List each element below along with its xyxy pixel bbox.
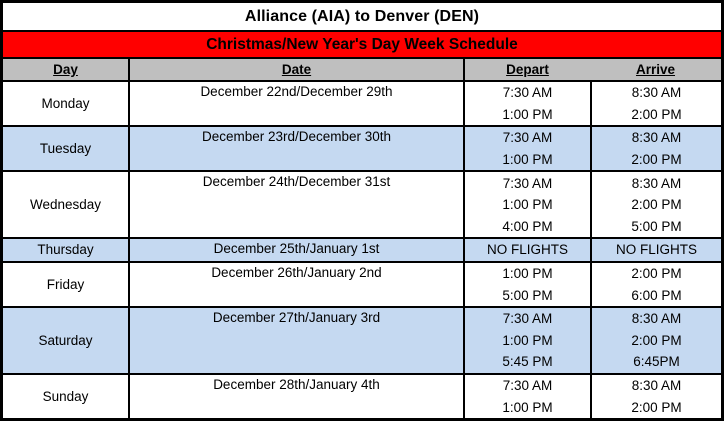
- arrive-time: 2:00 PM: [631, 266, 682, 282]
- day-cell: Thursday: [37, 242, 94, 258]
- depart-times-col: 7:30 AM 1:00 PM: [463, 374, 590, 418]
- day-cell: Monday: [41, 96, 90, 112]
- arrive-times-col: 8:30 AM 2:00 PM 5:00 PM: [590, 172, 721, 238]
- depart-time: 1:00 PM: [502, 332, 553, 348]
- depart-time: 5:45 PM: [502, 354, 553, 370]
- arrive-times-col: 8:30 AM 2:00 PM: [590, 82, 721, 126]
- depart-time: 7:30 AM: [502, 85, 553, 101]
- depart-time: 7:30 AM: [502, 130, 553, 146]
- arrive-time: 5:00 PM: [631, 218, 682, 234]
- day-group-row-friday: Friday December 26th/January 2nd 1:00 PM 5:…: [3, 262, 721, 308]
- day-group-row-tuesday: Tuesday December 23rd/December 30th 7:30 A…: [3, 127, 721, 173]
- depart-time: 1:00 PM: [502, 399, 553, 415]
- route-title: Alliance (AIA) to Denver (DEN): [3, 3, 721, 32]
- schedule-week-banner: Christmas/New Year's Day Week Schedule: [3, 32, 721, 59]
- day-group-row-wednesday: Wednesday December 24th/December 31st 7:30…: [3, 172, 721, 240]
- date-cell: December 25th/January 1st: [128, 239, 463, 261]
- depart-time: 1:00 PM: [502, 197, 553, 213]
- date-cell: December 23rd/December 30th: [128, 127, 463, 171]
- arrive-time: 8:30 AM: [631, 175, 682, 191]
- depart-time: 1:00 PM: [502, 152, 553, 168]
- arrive-time: 2:00 PM: [631, 399, 682, 415]
- arrive-time: 6:00 PM: [631, 287, 682, 303]
- arrive-time: 8:30 AM: [631, 378, 682, 394]
- depart-times-col: 7:30 AM 1:00 PM: [463, 82, 590, 126]
- depart-times-col: 7:30 AM 1:00 PM: [463, 127, 590, 171]
- arrive-time: 2:00 PM: [631, 197, 682, 213]
- day-group-row-thursday: Thursday December 25th/January 1st NO FLIG…: [3, 239, 721, 263]
- depart-time: 4:00 PM: [502, 218, 553, 234]
- arrive-time: 2:00 PM: [631, 152, 682, 168]
- depart-time: 7:30 AM: [502, 175, 553, 191]
- arrive-times-col: 2:00 PM 6:00 PM: [590, 262, 721, 306]
- depart-times-col: NO FLIGHTS: [463, 239, 590, 261]
- arrive-times-col: 8:30 AM 2:00 PM: [590, 127, 721, 171]
- date-cell: December 22nd/December 29th: [128, 82, 463, 126]
- date-cell: December 28th/January 4th: [128, 374, 463, 418]
- date-cell: December 26th/January 2nd: [128, 262, 463, 306]
- day-group-row-sunday: Sunday December 28th/January 4th 7:30 AM 1:…: [3, 374, 721, 418]
- depart-time: 1:00 PM: [502, 106, 553, 122]
- date-cell: December 27th/January 3rd: [128, 307, 463, 373]
- depart-times-col: 7:30 AM 1:00 PM 4:00 PM: [463, 172, 590, 238]
- arrive-times-col: NO FLIGHTS: [590, 239, 721, 261]
- column-header-row: Day Date Depart Arrive: [3, 59, 721, 82]
- day-group-row-monday: Monday December 22nd/December 29th 7:30 AM…: [3, 82, 721, 128]
- depart-time: 7:30 AM: [502, 378, 553, 394]
- arrive-time: 6:45PM: [633, 354, 680, 370]
- arrive-time: 2:00 PM: [631, 106, 682, 122]
- day-cell: Wednesday: [29, 197, 102, 213]
- day-group-row-saturday: Saturday December 27th/January 3rd 7:30 AM…: [3, 307, 721, 375]
- day-cell: Saturday: [38, 332, 93, 348]
- arrive-time: 8:30 AM: [631, 311, 682, 327]
- depart-time: NO FLIGHTS: [486, 242, 568, 258]
- header-arrive: Arrive: [635, 62, 676, 77]
- depart-time: 1:00 PM: [502, 266, 553, 282]
- schedule-body: Monday December 22nd/December 29th 7:30 AM…: [3, 82, 721, 418]
- date-cell: December 24th/December 31st: [128, 172, 463, 238]
- arrive-time: 2:00 PM: [631, 332, 682, 348]
- depart-time: 7:30 AM: [502, 311, 553, 327]
- depart-time: 5:00 PM: [502, 287, 553, 303]
- header-depart: Depart: [463, 59, 590, 80]
- depart-times-col: 7:30 AM 1:00 PM 5:45 PM: [463, 307, 590, 373]
- depart-times-col: 1:00 PM 5:00 PM: [463, 262, 590, 306]
- arrive-times-col: 8:30 AM 2:00 PM 6:45PM: [590, 307, 721, 373]
- day-cell: Friday: [46, 276, 85, 292]
- arrive-time: NO FLIGHTS: [615, 242, 697, 258]
- arrive-time: 8:30 AM: [631, 130, 682, 146]
- day-cell: Tuesday: [39, 141, 92, 157]
- header-date: Date: [128, 59, 463, 80]
- arrive-times-col: 8:30 AM 2:00 PM: [590, 374, 721, 418]
- arrive-time: 8:30 AM: [631, 85, 682, 101]
- day-cell: Sunday: [42, 388, 89, 404]
- header-day: Day: [53, 62, 78, 77]
